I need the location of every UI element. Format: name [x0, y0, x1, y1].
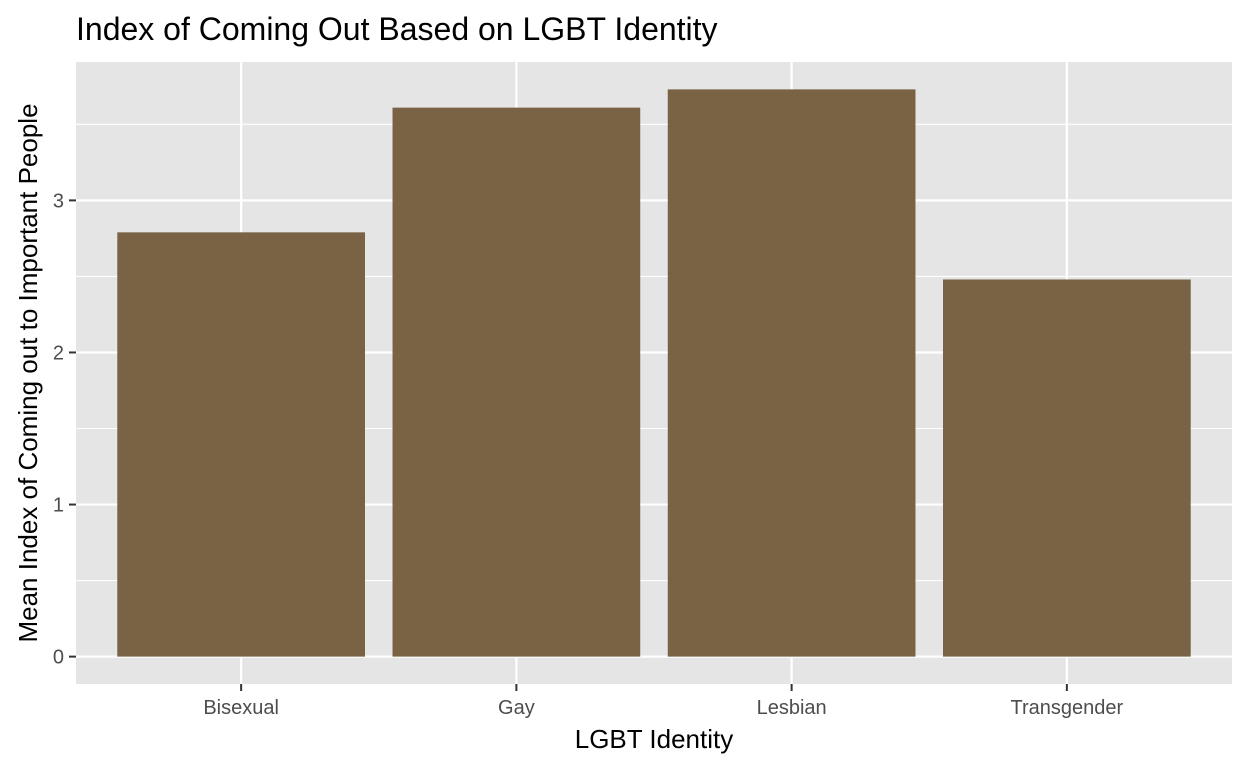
- y-tick-label: 3: [53, 190, 64, 212]
- x-tick-label: Gay: [498, 697, 535, 719]
- bars: [117, 89, 1191, 657]
- x-axis: Bisexual Gay Lesbian Transgender: [203, 684, 1124, 719]
- y-axis-title: Mean Index of Coming out to Important Pe…: [13, 103, 43, 642]
- x-tick-label: Bisexual: [203, 697, 279, 719]
- y-tick-label: 2: [53, 342, 64, 364]
- bar-transgender: [943, 279, 1191, 657]
- x-tick-label: Lesbian: [757, 697, 827, 719]
- y-tick-label: 1: [53, 495, 64, 517]
- x-tick-label: Transgender: [1011, 697, 1124, 719]
- y-tick-label: 0: [53, 647, 64, 669]
- y-axis: 0 1 2 3: [53, 190, 76, 669]
- bar-lesbian: [667, 89, 916, 657]
- x-axis-title: LGBT Identity: [575, 724, 734, 754]
- bar-bisexual: [117, 232, 366, 657]
- bar-gay: [392, 107, 641, 657]
- chart-title: Index of Coming Out Based on LGBT Identi…: [76, 11, 718, 47]
